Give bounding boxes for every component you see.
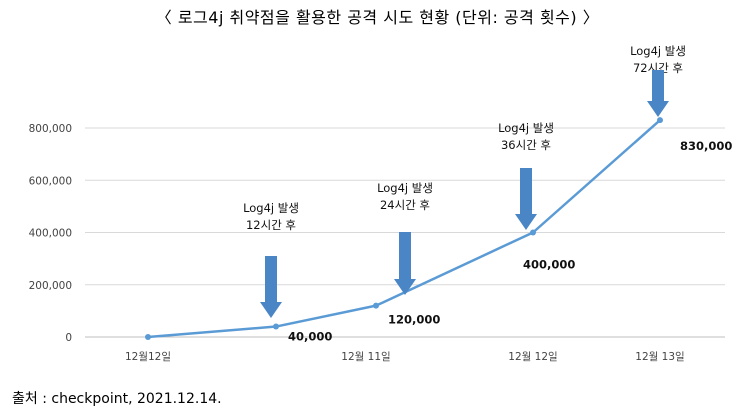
y-tick-label: 0 — [65, 332, 72, 344]
data-point — [273, 323, 279, 330]
y-tick-label: 600,000 — [29, 175, 72, 187]
down-arrow-icon — [647, 70, 669, 117]
data-label: 400,000 — [523, 258, 575, 272]
chart-title: 〈 로그4j 취약점을 활용한 공격 시도 현황 (단위: 공격 횟수) 〉 — [155, 8, 600, 27]
data-label: 830,000 — [680, 139, 732, 153]
down-arrow-icon — [260, 256, 282, 318]
x-tick-label: 12월 12일 — [508, 350, 557, 363]
x-tick-label: 12월12일 — [125, 350, 171, 363]
annotation-label: 12시간 후 — [246, 218, 296, 232]
data-label: 120,000 — [388, 313, 440, 327]
series-line — [147, 119, 661, 339]
x-tick-label: 12월 13일 — [635, 350, 684, 363]
annotation-label: Log4j 발생 — [498, 121, 554, 135]
down-arrow-icon — [394, 232, 416, 295]
y-tick-label: 400,000 — [29, 228, 72, 240]
annotation-label: 24시간 후 — [380, 198, 430, 212]
data-label: 40,000 — [288, 330, 332, 344]
data-point — [657, 117, 663, 124]
annotation-label: Log4j 발생 — [243, 201, 299, 215]
line-chart: 0 200,000 400,000 600,000 800,000 12월12일 12월 1… — [29, 44, 733, 363]
source-note: 출처 : checkpoint, 2021.12.14. — [12, 391, 222, 407]
data-point — [530, 229, 536, 236]
annotation-label: Log4j 발생 — [377, 181, 433, 195]
y-tick-label: 800,000 — [29, 123, 72, 135]
annotation-label: Log4j 발생 — [630, 44, 686, 58]
data-point — [373, 302, 379, 309]
down-arrow-icon — [515, 168, 537, 230]
annotation-label: 36시간 후 — [501, 138, 551, 152]
data-point — [145, 334, 151, 340]
x-tick-label: 12월 11일 — [341, 350, 390, 363]
annotation-label: 72시간 후 — [633, 61, 683, 75]
y-tick-label: 200,000 — [29, 280, 72, 292]
